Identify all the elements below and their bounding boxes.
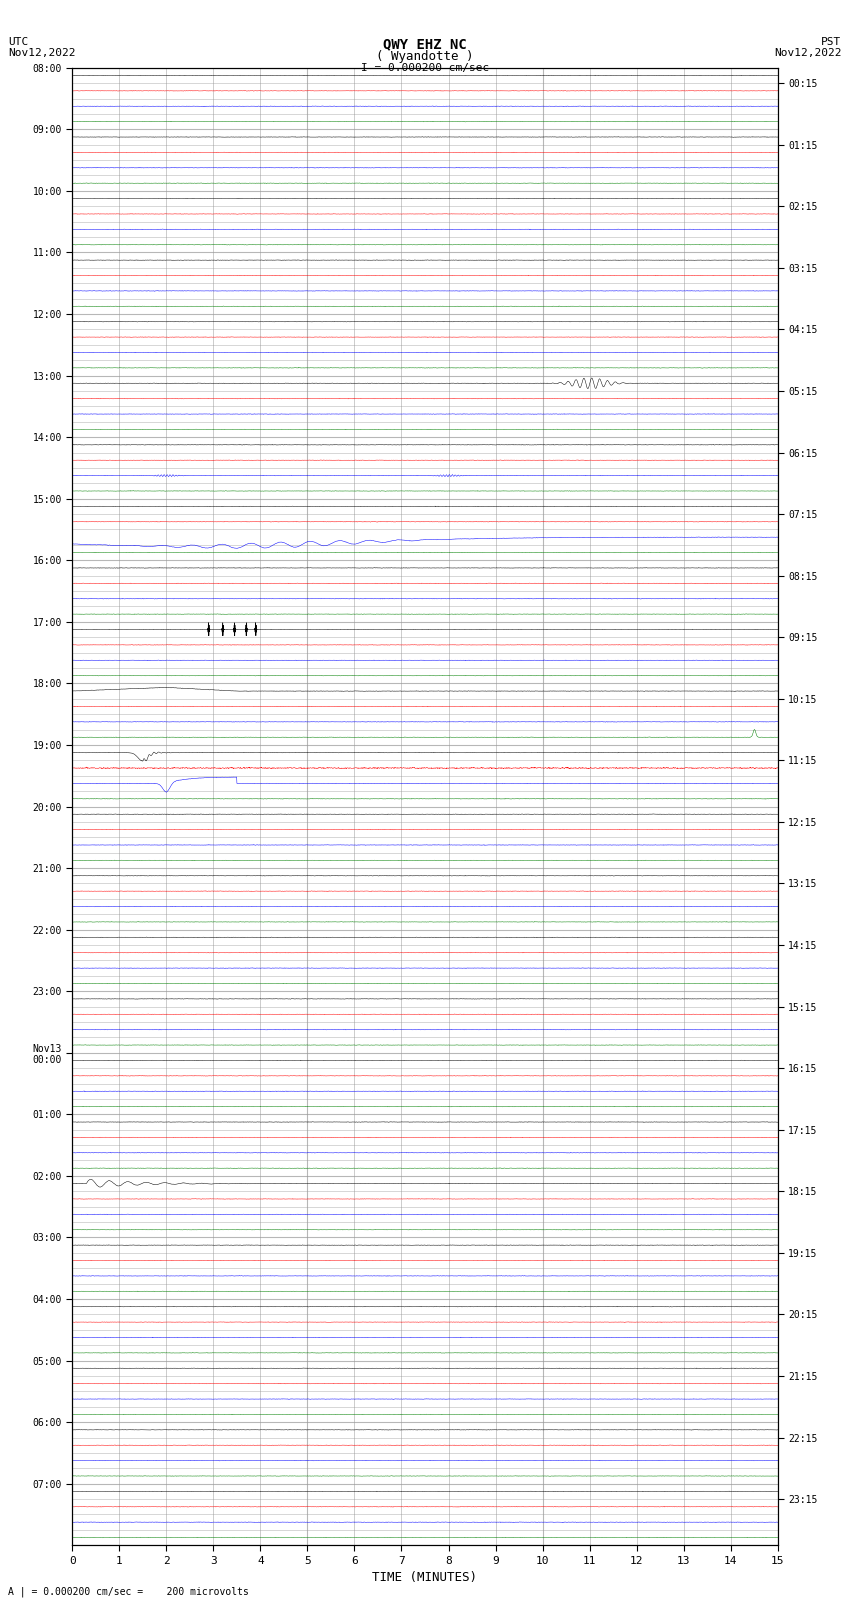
X-axis label: TIME (MINUTES): TIME (MINUTES) — [372, 1571, 478, 1584]
Text: I = 0.000200 cm/sec: I = 0.000200 cm/sec — [361, 63, 489, 73]
Text: Nov12,2022: Nov12,2022 — [8, 48, 76, 58]
Text: ( Wyandotte ): ( Wyandotte ) — [377, 50, 473, 63]
Text: A | = 0.000200 cm/sec =    200 microvolts: A | = 0.000200 cm/sec = 200 microvolts — [8, 1586, 249, 1597]
Text: UTC: UTC — [8, 37, 29, 47]
Text: Nov12,2022: Nov12,2022 — [774, 48, 842, 58]
Text: QWY EHZ NC: QWY EHZ NC — [383, 37, 467, 52]
Text: PST: PST — [821, 37, 842, 47]
